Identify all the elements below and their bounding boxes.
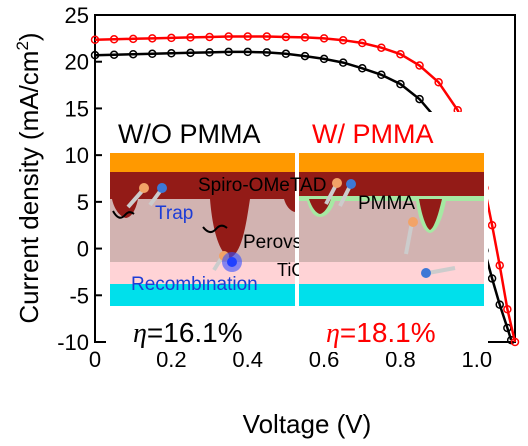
left-efficiency: η=16.1% bbox=[133, 317, 243, 349]
right-hole-2 bbox=[408, 217, 418, 227]
right-hole-trail-1 bbox=[324, 184, 338, 205]
series-0-point bbox=[300, 51, 310, 61]
right-efficiency-value: =18.1% bbox=[340, 317, 436, 348]
right-efficiency-symbol: η bbox=[326, 318, 340, 349]
series-0-point bbox=[90, 50, 100, 60]
left-electron-1 bbox=[157, 183, 167, 193]
series-0-point bbox=[319, 54, 329, 64]
y-tick-label: 15 bbox=[65, 96, 89, 121]
y-tick-label: 20 bbox=[65, 50, 89, 75]
left-panel-title: W/O PMMA bbox=[118, 119, 261, 149]
right-panel-title: W/ PMMA bbox=[312, 119, 434, 149]
series-1-point bbox=[415, 61, 424, 70]
y-tick-label: -5 bbox=[69, 283, 89, 308]
series-0-point bbox=[128, 49, 138, 59]
series-0-point bbox=[358, 64, 367, 73]
right-efficiency: η=18.1% bbox=[326, 317, 436, 349]
left-pinhole-large bbox=[210, 199, 250, 258]
trap-label: Trap bbox=[155, 203, 193, 224]
right-device-stack: Spiro-OMeTAD PMMA bbox=[198, 153, 484, 306]
y-axis-title-sup: 2 bbox=[13, 41, 32, 50]
series-1-point bbox=[224, 32, 233, 41]
series-1-point bbox=[434, 78, 443, 87]
series-1-point bbox=[90, 35, 100, 45]
series-0-point bbox=[377, 70, 386, 80]
left-gold-layer bbox=[110, 153, 295, 172]
series-1-point bbox=[377, 43, 386, 52]
series-0-point bbox=[262, 48, 272, 57]
series-0-point bbox=[148, 49, 157, 59]
trap-mark-1 bbox=[112, 210, 135, 219]
right-electron-trail-1 bbox=[338, 185, 352, 207]
series-0-point bbox=[415, 94, 424, 104]
left-pinhole-edge bbox=[284, 199, 295, 212]
series-0-point bbox=[281, 49, 291, 59]
right-fto-layer bbox=[299, 284, 484, 306]
right-hole-trail-2 bbox=[404, 221, 414, 255]
series-1-point bbox=[148, 34, 157, 43]
series-0-point bbox=[167, 49, 176, 58]
left-tio2-layer bbox=[110, 262, 295, 284]
series-1-point bbox=[319, 34, 329, 43]
series-0-point bbox=[224, 47, 233, 57]
spiro-label: Spiro-OMeTAD bbox=[198, 175, 326, 196]
series-0-point bbox=[338, 58, 348, 67]
series-1-point bbox=[186, 33, 195, 42]
pmma-label: PMMA bbox=[358, 193, 415, 214]
right-electron-trail-2 bbox=[427, 266, 456, 275]
left-device-stack: Trap Recombination Perovskite TiO2 bbox=[110, 153, 332, 306]
series-0-point bbox=[205, 48, 214, 57]
y-tick-label: 10 bbox=[65, 143, 89, 168]
series-1-point bbox=[281, 32, 291, 42]
series-0-point bbox=[186, 48, 195, 58]
y-tick-label: -10 bbox=[57, 330, 89, 355]
series-1-point bbox=[338, 35, 348, 45]
series-1-point bbox=[128, 34, 138, 44]
x-tick-label: 0 bbox=[89, 347, 101, 372]
right-tio2-layer bbox=[299, 262, 484, 284]
left-electron-trail-1 bbox=[148, 188, 163, 207]
series-1-point bbox=[109, 35, 119, 44]
right-pinhole-large bbox=[419, 199, 442, 230]
left-efficiency-value: =16.1% bbox=[147, 317, 243, 348]
series-0-point bbox=[109, 50, 119, 59]
y-axis-title: Current density (mA/cm2) bbox=[13, 32, 44, 323]
tio2-label-main: TiO bbox=[277, 260, 305, 280]
right-electron-1 bbox=[346, 179, 356, 189]
right-gold-layer bbox=[299, 153, 484, 172]
y-tick-label: 0 bbox=[77, 237, 89, 262]
series-1-point bbox=[243, 32, 252, 41]
series-1-point bbox=[510, 337, 520, 347]
series-0-point bbox=[495, 300, 504, 309]
series-0-point bbox=[243, 47, 252, 57]
left-efficiency-symbol: η bbox=[133, 318, 147, 349]
inset: W/O PMMA W/ PMMA Trap Rec bbox=[106, 112, 488, 352]
series-1-point bbox=[300, 33, 310, 42]
series-1-point bbox=[487, 220, 497, 230]
left-perovskite-layer bbox=[110, 199, 295, 262]
series-1-point bbox=[495, 261, 504, 270]
right-hole-1 bbox=[332, 178, 342, 188]
series-0-point bbox=[487, 274, 497, 283]
recombination-label: Recombination bbox=[131, 274, 258, 295]
series-0-point bbox=[396, 79, 405, 89]
y-tick-label: 25 bbox=[65, 3, 89, 28]
y-axis-title-close: ) bbox=[14, 32, 44, 41]
y-axis-title-main: Current density (mA/cm bbox=[14, 51, 44, 324]
left-hole-1 bbox=[139, 183, 149, 193]
y-tick-label: 5 bbox=[77, 190, 89, 215]
series-1-point bbox=[396, 49, 405, 59]
left-fto-layer bbox=[110, 284, 295, 306]
series-1-point bbox=[205, 32, 214, 42]
left-hole-trail-1 bbox=[126, 188, 145, 209]
series-1-point bbox=[503, 305, 512, 314]
series-1-point bbox=[358, 38, 367, 48]
series-1-point bbox=[262, 32, 272, 41]
left-electron-2 bbox=[227, 257, 237, 267]
right-electron-2 bbox=[421, 268, 431, 278]
trap-mark-2 bbox=[202, 224, 228, 233]
series-1-point bbox=[167, 33, 176, 43]
x-axis-title: Voltage (V) bbox=[243, 409, 372, 439]
